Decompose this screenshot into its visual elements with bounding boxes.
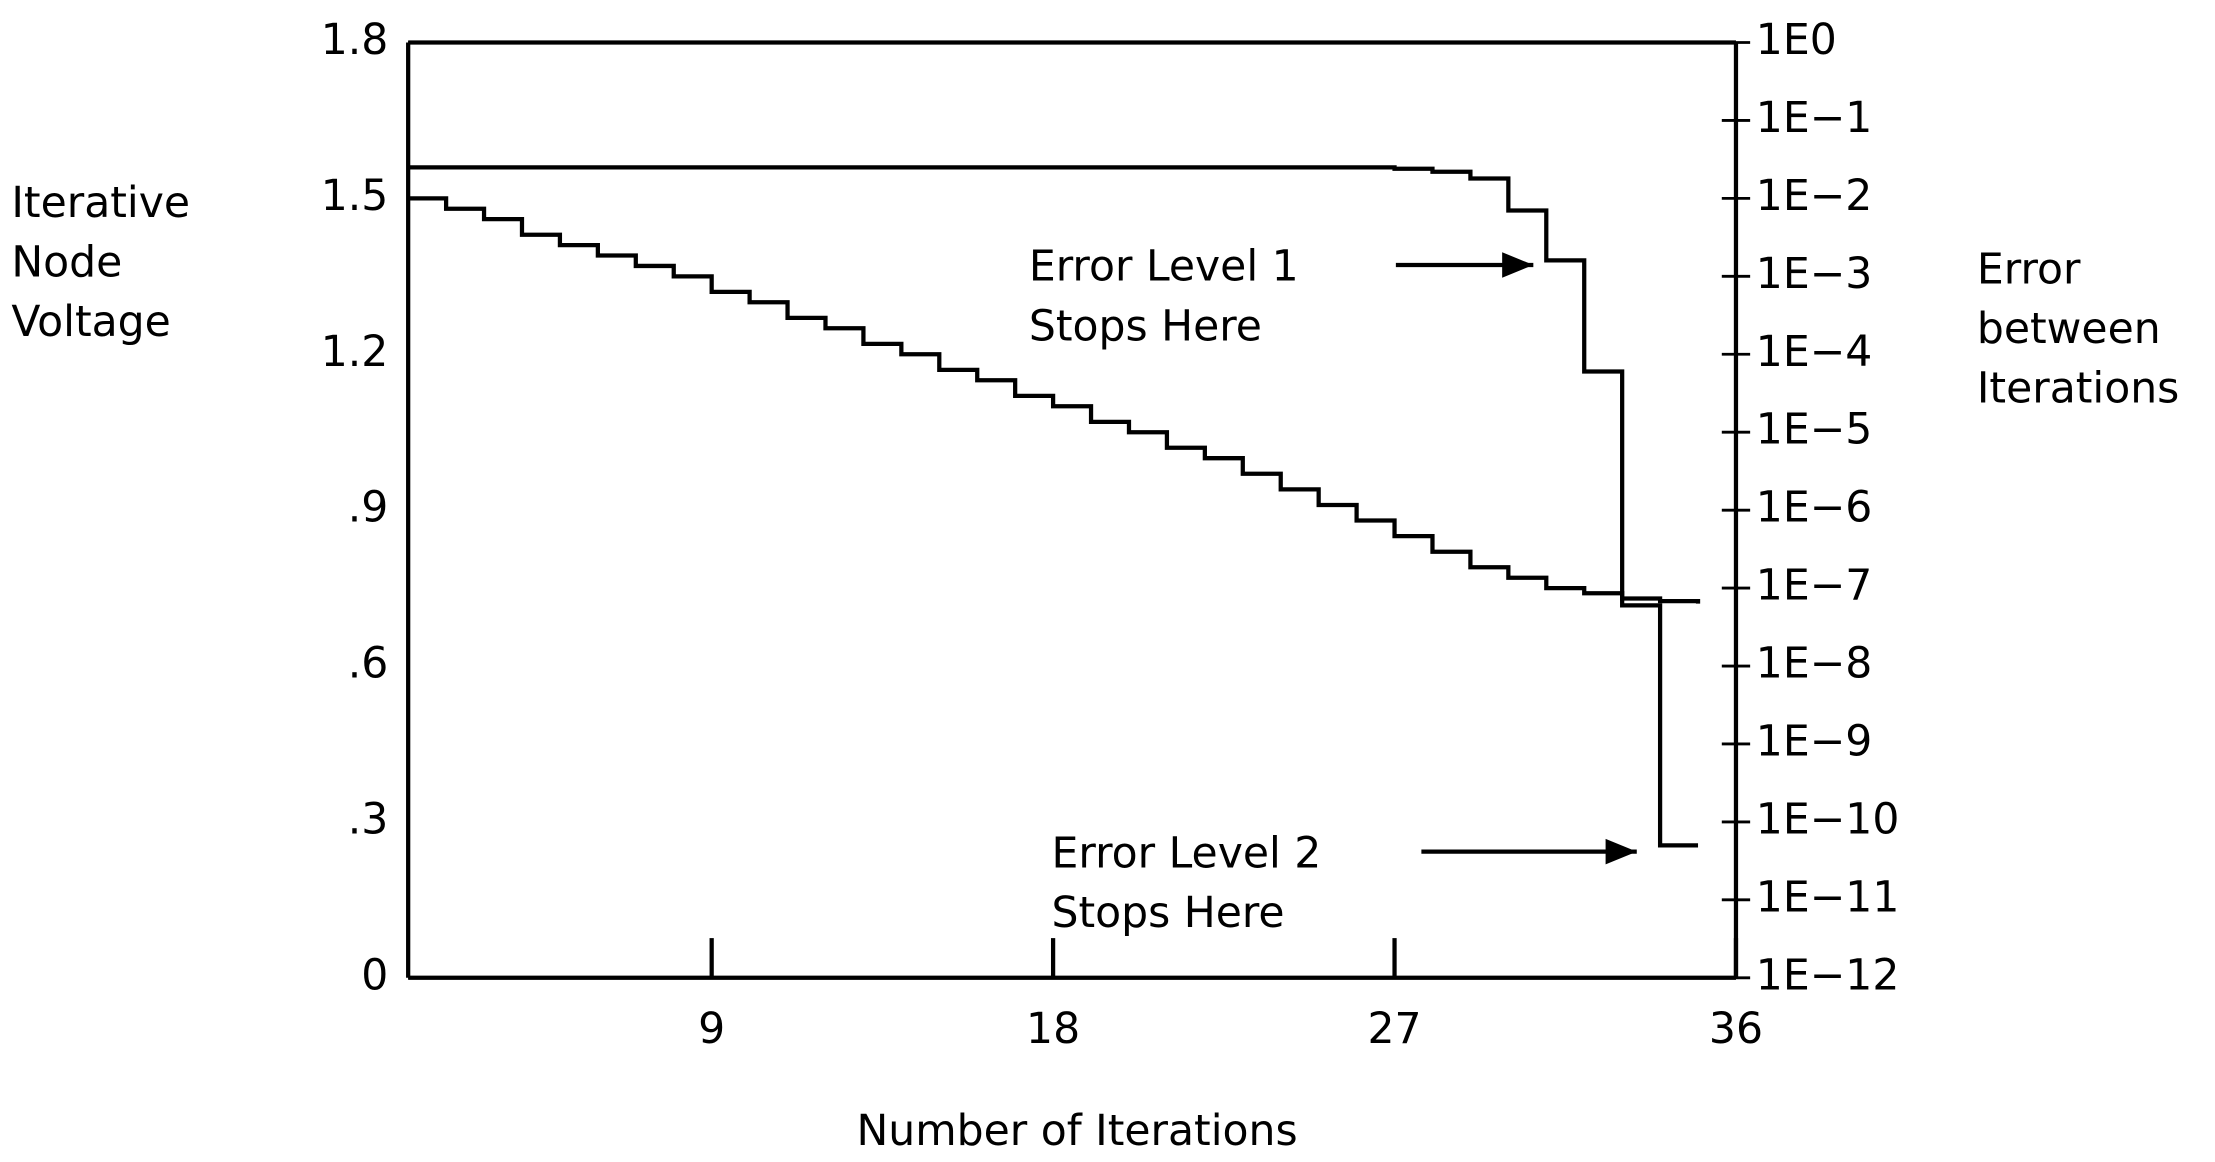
y2-tick-label: 1E−6 — [1756, 484, 1873, 533]
y2-tick-label: 1E−3 — [1756, 250, 1873, 299]
y2-tick-label: 1E−4 — [1756, 328, 1873, 377]
y-tick-label: 0 — [361, 951, 388, 1000]
y2-tick-label: 1E−10 — [1756, 795, 1900, 844]
y-axis-label: Iterative — [11, 179, 190, 228]
y2-tick-label: 1E−9 — [1756, 717, 1873, 766]
y2-tick-label: 1E0 — [1756, 16, 1837, 65]
annotation-arrowhead — [1502, 252, 1534, 278]
y-tick-label: .6 — [348, 640, 389, 689]
y-tick-label: 1.5 — [321, 172, 389, 221]
y-axis-label: Voltage — [11, 298, 170, 347]
x-tick-label: 36 — [1709, 1005, 1763, 1054]
y2-tick-label: 1E−2 — [1756, 172, 1873, 221]
y-tick-label: 1.2 — [321, 328, 389, 377]
y-tick-label: 1.8 — [321, 16, 389, 65]
annotation: Stops Here — [1052, 889, 1285, 938]
y2-tick-label: 1E−8 — [1756, 640, 1873, 689]
series-line — [408, 165, 1699, 848]
x-tick-label: 9 — [698, 1005, 725, 1054]
y2-tick-label: 1E−1 — [1756, 94, 1873, 143]
y2-axis-label: between — [1977, 305, 2161, 354]
x-tick-label: 18 — [1026, 1005, 1080, 1054]
y-tick-label: .3 — [348, 795, 389, 844]
y-axis-label: Node — [11, 238, 122, 287]
y2-tick-label: 1E−7 — [1756, 562, 1873, 611]
y-tick-label: .9 — [348, 484, 389, 533]
series-line — [408, 196, 1701, 604]
y2-tick-label: 1E−12 — [1756, 951, 1900, 1000]
y2-tick-label: 1E−5 — [1756, 406, 1873, 455]
annotation: Error Level 2 — [1052, 829, 1322, 878]
x-tick-label: 27 — [1367, 1005, 1421, 1054]
annotation: Stops Here — [1029, 302, 1262, 351]
y2-axis-label: Error — [1977, 246, 2081, 295]
x-axis-label: Number of Iterations — [856, 1107, 1297, 1156]
annotation: Error Level 1 — [1029, 243, 1299, 292]
y2-tick-label: 1E−11 — [1756, 873, 1900, 922]
y2-axis-label: Iterations — [1977, 365, 2179, 414]
annotation-arrowhead — [1605, 838, 1637, 865]
